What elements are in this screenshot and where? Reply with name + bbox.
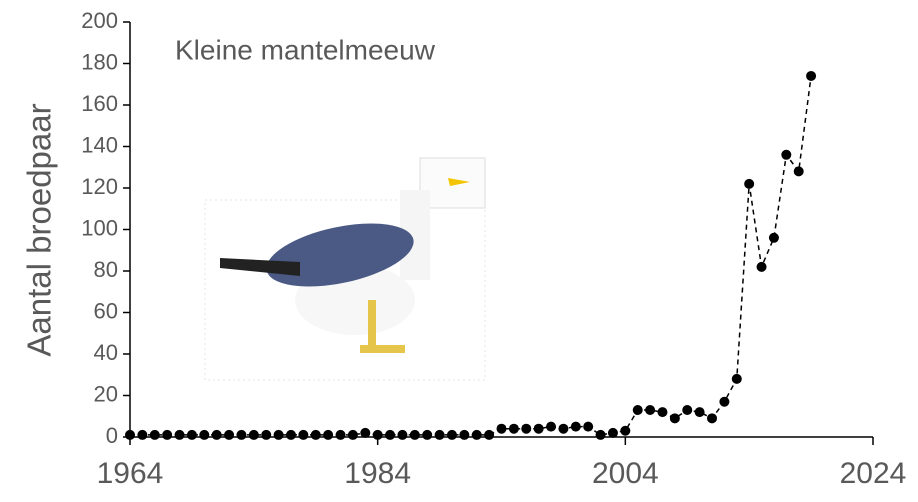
y-tick-label: 20 [94, 381, 118, 406]
data-point [781, 149, 792, 160]
data-point [508, 423, 519, 434]
x-tick-label: 1984 [344, 457, 411, 490]
data-point [595, 429, 606, 440]
data-point [570, 421, 581, 432]
data-point [583, 421, 594, 432]
y-tick-label: 40 [94, 340, 118, 365]
data-point [186, 429, 197, 440]
data-point [323, 429, 334, 440]
data-point [694, 407, 705, 418]
data-point [211, 429, 222, 440]
data-point [459, 429, 470, 440]
data-point [719, 396, 730, 407]
data-point [199, 429, 210, 440]
data-point [261, 429, 272, 440]
data-point [632, 405, 643, 416]
data-point [125, 429, 135, 440]
x-tick-label: 1964 [97, 457, 164, 490]
data-point [273, 429, 284, 440]
data-point [744, 178, 755, 189]
data-point [756, 261, 767, 272]
y-tick-label: 100 [81, 215, 118, 240]
data-point [657, 407, 668, 418]
data-point [174, 429, 185, 440]
y-tick-label: 180 [81, 49, 118, 74]
data-point [793, 166, 804, 177]
chart-title: Kleine mantelmeeuw [175, 34, 436, 65]
data-point [768, 232, 779, 243]
data-point [149, 429, 160, 440]
y-tick-label: 160 [81, 91, 118, 116]
x-tick-label: 2024 [840, 457, 907, 490]
data-point [360, 427, 371, 438]
data-point [236, 429, 247, 440]
data-point [137, 429, 148, 440]
data-point [806, 70, 817, 81]
data-point [731, 373, 742, 384]
data-point [385, 429, 396, 440]
data-point [521, 423, 532, 434]
data-point [669, 413, 680, 424]
data-point [496, 423, 507, 434]
data-point [533, 423, 544, 434]
data-point [434, 429, 445, 440]
data-point [446, 429, 457, 440]
data-point [484, 429, 495, 440]
data-point [707, 413, 718, 424]
y-tick-label: 120 [81, 174, 118, 199]
data-point [422, 429, 433, 440]
data-point [372, 429, 383, 440]
data-point [620, 425, 631, 436]
x-tick-label: 2004 [592, 457, 659, 490]
data-point [397, 429, 408, 440]
bird-illustration [204, 157, 486, 381]
series-line [130, 75, 812, 436]
data-point [248, 429, 259, 440]
data-point [558, 423, 569, 434]
y-tick-label: 60 [94, 298, 118, 323]
data-point [310, 429, 321, 440]
data-point [471, 429, 482, 440]
data-point [335, 429, 346, 440]
data-point [347, 429, 358, 440]
y-tick-label: 0 [106, 423, 118, 448]
data-point [682, 405, 693, 416]
data-point [224, 429, 235, 440]
data-point [546, 421, 557, 432]
data-point [298, 429, 309, 440]
data-point [409, 429, 420, 440]
y-tick-label: 200 [81, 8, 118, 33]
data-point [162, 429, 173, 440]
data-point [645, 405, 656, 416]
data-point [285, 429, 296, 440]
data-point [607, 427, 618, 438]
y-tick-label: 140 [81, 132, 118, 157]
y-axis-label: Aantal broedpaar [21, 103, 58, 356]
y-tick-label: 80 [94, 257, 118, 282]
